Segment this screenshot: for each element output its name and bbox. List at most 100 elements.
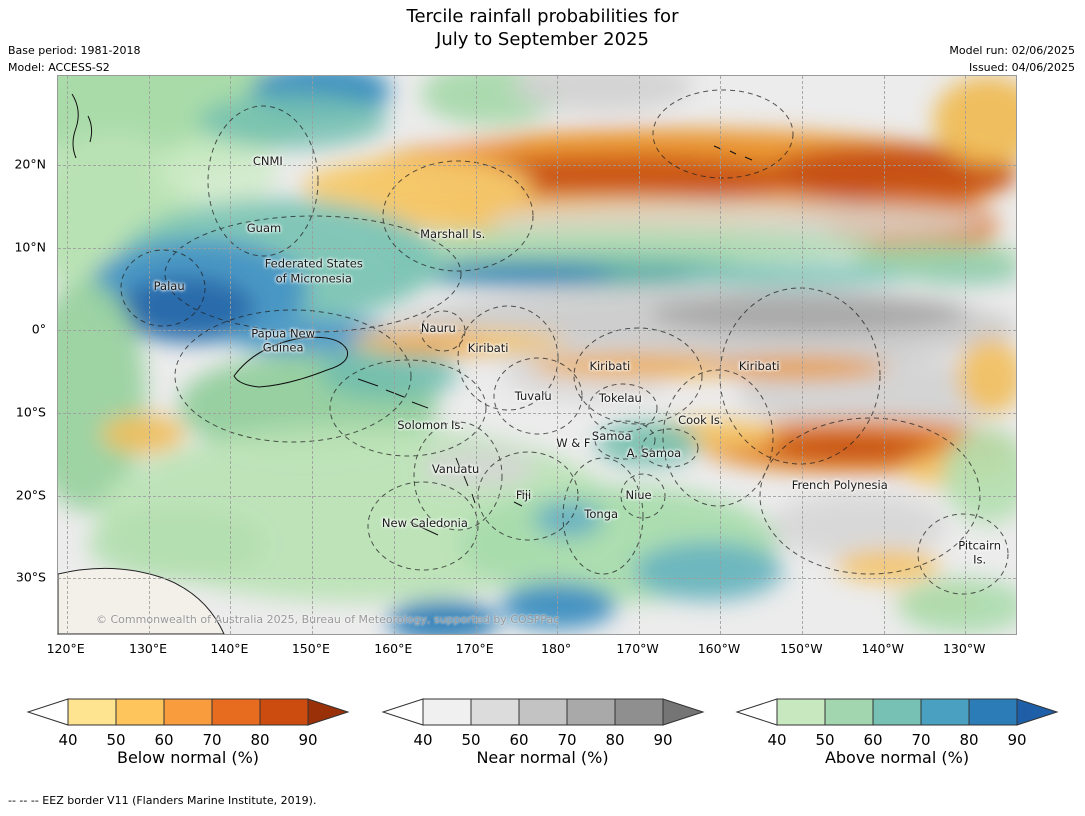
legend-tick-label: 50 xyxy=(461,731,480,748)
legend-segment xyxy=(422,698,471,726)
legend-tick-label: 60 xyxy=(863,731,882,748)
legend-arrow xyxy=(380,698,423,726)
legend-segment xyxy=(115,698,165,726)
place-label: A. Samoa xyxy=(626,446,682,461)
legend-segment xyxy=(163,698,213,726)
legend-below-normal: 40 50 60 70 80 90 Below normal (%) xyxy=(26,698,350,767)
place-label: Samoa xyxy=(591,428,632,443)
place-label: Pitcairn Is. xyxy=(958,538,1001,568)
place-label: Cook Is. xyxy=(678,412,724,427)
legend-arrow xyxy=(307,698,350,726)
lon-tick-label: 150°W xyxy=(780,641,823,656)
place-label: French Polynesia xyxy=(791,477,888,492)
eez-footnote: -- -- -- EEZ border V11 (Flanders Marine… xyxy=(8,794,317,807)
legend-row: 40 50 60 70 80 90 Below normal (%) 40 50 60 70 80… xyxy=(26,698,1059,767)
legend-colorbar: 40 50 60 70 80 90 xyxy=(380,698,705,748)
place-label: Palau xyxy=(153,278,185,293)
lon-tick-label: 130°W xyxy=(942,641,986,656)
place-label: Kiribati xyxy=(589,358,631,373)
legend-tick-label: 70 xyxy=(911,731,930,748)
legend-segment xyxy=(470,698,519,726)
legend-tick-label: 80 xyxy=(959,731,978,748)
legend-arrow xyxy=(662,698,705,726)
legend-tick-label: 40 xyxy=(58,731,77,748)
lat-tick-label: 20°N xyxy=(14,156,46,172)
lon-tick-label: 140°E xyxy=(210,641,249,656)
legend-near-normal: 40 50 60 70 80 90 Near normal (%) xyxy=(380,698,705,767)
lon-tick-label: 120°E xyxy=(46,641,85,656)
lon-tick-label: 160°W xyxy=(697,641,741,656)
legend-segment xyxy=(824,698,874,726)
probability-shading xyxy=(58,76,1016,634)
place-label: Niue xyxy=(625,487,652,502)
place-label: Federated States of Micronesia xyxy=(264,256,363,286)
place-label: Solomon Is. xyxy=(397,417,465,432)
legend-colorbar: 40 50 60 70 80 90 xyxy=(26,698,350,748)
legend-tick-label: 60 xyxy=(509,731,528,748)
base-period-text: Base period: 1981-2018 xyxy=(8,44,141,57)
place-label: W & F xyxy=(556,435,591,450)
run-metadata-left: Base period: 1981-2018 Model: ACCESS-S2 xyxy=(8,43,140,76)
place-label: CNMI xyxy=(252,153,283,168)
lat-tick-label: 0° xyxy=(31,321,46,337)
legend-tick-label: 90 xyxy=(653,731,672,748)
lat-tick-label: 20°S xyxy=(15,487,46,503)
place-label: Kiribati xyxy=(467,340,509,355)
lon-tick-label: 180° xyxy=(541,641,572,656)
legend-tick-label: 40 xyxy=(767,731,786,748)
place-label: New Caledonia xyxy=(381,515,468,530)
lon-tick-label: 160°E xyxy=(374,641,413,656)
legend-segment xyxy=(518,698,567,726)
legend-arrow xyxy=(26,698,69,726)
legend-tick-label: 90 xyxy=(298,731,317,748)
place-label: Tokelau xyxy=(598,390,642,405)
map-labels: CNMI Guam Marshall Is. Federated States of … xyxy=(58,76,1016,634)
coastlines xyxy=(58,93,753,634)
lon-tick-label: 150°E xyxy=(291,641,330,656)
issued-date-text: Issued: 04/06/2025 xyxy=(968,60,1075,74)
legend-segment xyxy=(67,698,117,726)
legend-label: Below normal (%) xyxy=(116,748,260,767)
lon-tick-label: 130°E xyxy=(128,641,168,656)
legend-tick-label: 50 xyxy=(106,731,125,748)
legend-segment xyxy=(776,698,826,726)
legend-segment xyxy=(259,698,309,726)
lat-tick-label: 10°N xyxy=(14,239,46,255)
place-label: Kiribati xyxy=(738,358,780,373)
place-label: Guam xyxy=(246,220,282,235)
model-name-text: Model: ACCESS-S2 xyxy=(8,60,110,74)
lon-tick-label: 170°E xyxy=(455,641,494,656)
legend-tick-label: 40 xyxy=(413,731,432,748)
longitude-axis: 120°E 130°E 140°E 150°E 160°E 170°E 180° 170°W 1… xyxy=(47,641,1015,661)
title-line-1: Tercile rainfall probabilities for xyxy=(406,6,679,27)
model-run-date-text: Model run: 02/06/2025 xyxy=(949,44,1075,57)
legend-segment xyxy=(211,698,261,726)
place-label: Tonga xyxy=(584,506,619,521)
legend-label: Near normal (%) xyxy=(476,748,609,767)
latitude-axis: 20°N 10°N 0° 10°S 20°S 30°S xyxy=(0,75,52,633)
place-label: Vanuatu xyxy=(431,461,480,476)
place-label: Papua New Guinea xyxy=(251,326,316,356)
run-metadata-right: Model run: 02/06/2025 Issued: 04/06/2025 xyxy=(949,43,1075,76)
map-image xyxy=(58,76,1016,634)
lon-tick-label: 170°W xyxy=(616,641,659,656)
map-area: CNMI Guam Marshall Is. Federated States of … xyxy=(57,75,1017,635)
legend-tick-label: 90 xyxy=(1007,731,1026,748)
legend-tick-label: 60 xyxy=(154,731,173,748)
legend-tick-label: 70 xyxy=(202,731,221,748)
legend-above-normal: 40 50 60 70 80 90 Above normal (%) xyxy=(735,698,1059,767)
legend-tick-label: 70 xyxy=(557,731,576,748)
legend-tick-label: 50 xyxy=(815,731,834,748)
legend-arrow xyxy=(1016,698,1059,726)
legend-tick-label: 80 xyxy=(250,731,269,748)
legend-segment xyxy=(872,698,922,726)
legend-arrow xyxy=(735,698,778,726)
place-label: Nauru xyxy=(420,321,456,336)
lat-tick-label: 10°S xyxy=(15,404,46,420)
place-label: Fiji xyxy=(515,487,532,502)
legend-segment xyxy=(614,698,663,726)
lon-tick-label: 140°W xyxy=(861,641,905,656)
legend-tick-label: 80 xyxy=(605,731,624,748)
copyright-text: © Commonwealth of Australia 2025, Bureau… xyxy=(96,613,560,626)
